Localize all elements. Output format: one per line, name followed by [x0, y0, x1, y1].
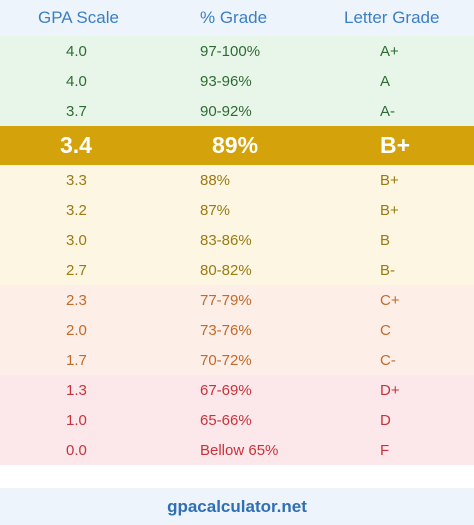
percent-cell: 90-92%	[200, 102, 252, 120]
letter-cell: C-	[380, 351, 396, 369]
gpa-cell: 4.0	[66, 72, 87, 90]
percent-cell: 80-82%	[200, 261, 252, 279]
percent-cell: 77-79%	[200, 291, 252, 309]
header-gpa-scale: GPA Scale	[38, 8, 119, 27]
header-percent-grade: % Grade	[200, 8, 268, 27]
letter-cell: B+	[380, 171, 399, 189]
letter-cell: A+	[380, 42, 399, 60]
table-row: 2.7 80-82% B-	[0, 255, 474, 285]
letter-cell: B	[380, 231, 391, 249]
gpa-cell: 2.7	[66, 261, 87, 279]
letter-cell: B+	[380, 132, 411, 158]
percent-cell: 87%	[200, 201, 231, 219]
table-row: 0.0 Bellow 65% F	[0, 435, 474, 465]
site-name: gpacalculator.net	[167, 496, 307, 516]
table-row: 1.7 70-72% C-	[0, 345, 474, 375]
percent-cell: 70-72%	[200, 351, 252, 369]
table-row: 4.0 93-96% A	[0, 66, 474, 96]
percent-cell: 89%	[212, 132, 259, 158]
gpa-cell: 3.7	[66, 102, 87, 120]
gpa-cell: 1.3	[66, 381, 87, 399]
letter-cell: C	[380, 321, 391, 339]
letter-cell: A-	[380, 102, 395, 120]
site-footer: gpacalculator.net	[0, 488, 474, 525]
header-letter-grade: Letter Grade	[344, 8, 440, 27]
percent-cell: 97-100%	[200, 42, 261, 60]
letter-cell: B-	[380, 261, 395, 279]
table-row: 1.0 65-66% D	[0, 405, 474, 435]
gpa-cell: 2.0	[66, 321, 87, 339]
letter-cell: D+	[380, 381, 400, 399]
gpa-cell: 1.7	[66, 351, 87, 369]
letter-cell: D	[380, 411, 391, 429]
percent-cell: 88%	[200, 171, 231, 189]
gpa-cell: 0.0	[66, 441, 87, 459]
table-row: 2.0 73-76% C	[0, 315, 474, 345]
table-header: GPA Scale % Grade Letter Grade	[0, 0, 474, 36]
gpa-cell: 1.0	[66, 411, 87, 429]
percent-cell: 83-86%	[200, 231, 252, 249]
letter-cell: F	[380, 441, 390, 459]
gpa-cell: 3.0	[66, 231, 87, 249]
table-row: 3.3 88% B+	[0, 165, 474, 195]
gpa-cell: 3.3	[66, 171, 87, 189]
letter-cell: B+	[380, 201, 399, 219]
highlighted-row: 3.4 89% B+	[0, 126, 474, 165]
gpa-cell: 3.2	[66, 201, 87, 219]
letter-cell: C+	[380, 291, 400, 309]
table-row: 3.2 87% B+	[0, 195, 474, 225]
gpa-cell: 3.4	[60, 132, 92, 158]
percent-cell: 73-76%	[200, 321, 252, 339]
gpa-cell: 4.0	[66, 42, 87, 60]
percent-cell: 93-96%	[200, 72, 252, 90]
table-row: 4.0 97-100% A+	[0, 36, 474, 66]
percent-cell: 65-66%	[200, 411, 252, 429]
table-row: 3.0 83-86% B	[0, 225, 474, 255]
table-row: 3.7 90-92% A-	[0, 96, 474, 126]
percent-cell: 67-69%	[200, 381, 252, 399]
gpa-cell: 2.3	[66, 291, 87, 309]
table-row: 1.3 67-69% D+	[0, 375, 474, 405]
letter-cell: A	[380, 72, 391, 90]
table-row: 2.3 77-79% C+	[0, 285, 474, 315]
percent-cell: Bellow 65%	[200, 441, 279, 459]
